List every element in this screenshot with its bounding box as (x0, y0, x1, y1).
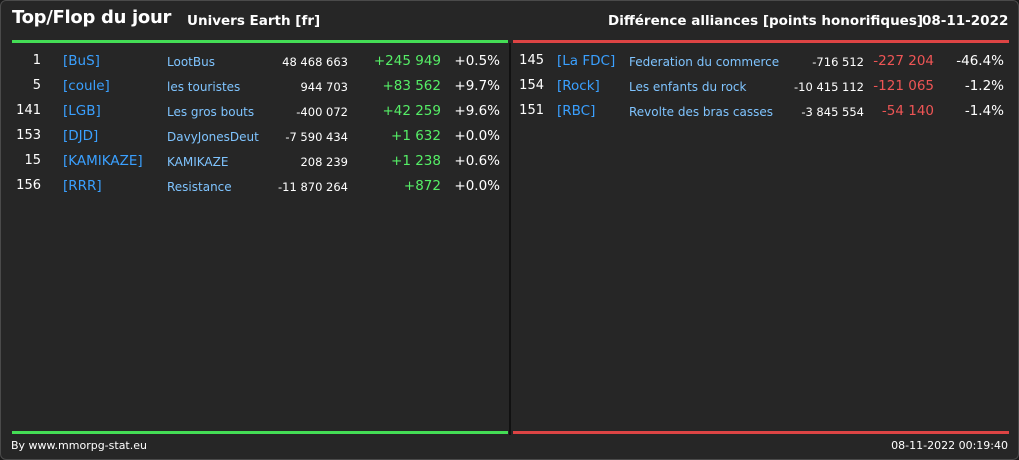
alliance-tag[interactable]: [RRR] (63, 178, 102, 194)
percent-change: -1.2% (964, 78, 1004, 94)
alliance-name[interactable]: LootBus (167, 55, 215, 69)
percent-change: +0.0% (454, 178, 500, 194)
rank: 5 (32, 78, 41, 93)
universe-label: Univers Earth [fr] (187, 13, 321, 29)
alliance-name[interactable]: Resistance (167, 180, 232, 194)
list-item: 141 [LGB] Les gros bouts -400 072 +42 25… (1, 103, 509, 123)
top-accent-line (12, 40, 508, 43)
rank: 145 (519, 53, 544, 68)
alliance-tag[interactable]: [coule] (63, 78, 110, 94)
alliance-name[interactable]: KAMIKAZE (167, 155, 229, 169)
alliance-name[interactable]: Revolte des bras casses (629, 105, 773, 119)
alliance-name[interactable]: DavyJonesDeut (167, 130, 259, 144)
percent-change: -46.4% (956, 53, 1004, 69)
points: -11 870 264 (278, 180, 348, 194)
rank: 1 (32, 53, 41, 68)
points: -3 845 554 (801, 105, 864, 119)
list-item: 153 [DJD] DavyJonesDeut -7 590 434 +1 63… (1, 128, 509, 148)
points-diff: +245 949 (373, 53, 441, 69)
alliance-name[interactable]: Les gros bouts (167, 105, 255, 119)
alliance-name[interactable]: Federation du commerce (629, 55, 780, 69)
generated-timestamp: 08-11-2022 00:19:40 (891, 439, 1008, 452)
flop-accent-line (513, 40, 1009, 43)
alliance-tag[interactable]: [Rock] (557, 78, 600, 94)
list-item: 154 [Rock] Les enfants du rock -10 415 1… (504, 78, 1010, 98)
points: -7 590 434 (285, 130, 348, 144)
points-diff: +42 259 (382, 103, 441, 119)
alliance-tag[interactable]: [KAMIKAZE] (63, 153, 143, 169)
points-diff: +872 (403, 178, 441, 194)
rank: 141 (16, 103, 41, 118)
rank: 15 (24, 153, 41, 168)
page-title: Top/Flop du jour (12, 7, 172, 28)
list-item: 156 [RRR] Resistance -11 870 264 +872 +0… (1, 178, 509, 198)
points: -10 415 112 (794, 80, 864, 94)
list-item: 15 [KAMIKAZE] KAMIKAZE 208 239 +1 238 +0… (1, 153, 509, 173)
percent-change: +0.0% (454, 128, 500, 144)
percent-change: +9.6% (454, 103, 500, 119)
alliance-tag[interactable]: [La FDC] (557, 53, 616, 69)
list-item: 145 [La FDC] Federation du commerce -716… (504, 53, 1010, 73)
alliance-name[interactable]: Les enfants du rock (629, 80, 747, 94)
alliance-tag[interactable]: [RBC] (557, 103, 596, 119)
points: 944 703 (300, 80, 348, 94)
points-diff: -227 204 (873, 53, 934, 69)
alliance-name[interactable]: les touristes (167, 80, 241, 94)
alliance-tag[interactable]: [DJD] (63, 128, 99, 144)
percent-change: -1.4% (964, 103, 1004, 119)
alliance-tag[interactable]: [LGB] (63, 103, 101, 119)
percent-change: +0.5% (454, 53, 500, 69)
points: 48 468 663 (282, 55, 348, 69)
points: -400 072 (296, 105, 348, 119)
list-item: 5 [coule] les touristes 944 703 +83 562 … (1, 78, 509, 98)
top-bottom-line (12, 431, 508, 434)
list-item: 151 [RBC] Revolte des bras casses -3 845… (504, 103, 1010, 123)
alliance-tag[interactable]: [BuS] (63, 53, 100, 69)
points-diff: +1 238 (391, 153, 441, 169)
flop-bottom-line (513, 431, 1009, 434)
column-divider (509, 43, 511, 435)
source-link[interactable]: By www.mmorpg-stat.eu (11, 439, 147, 452)
stat-type-label: Différence alliances [points honorifique… (608, 13, 924, 29)
rank: 153 (16, 128, 41, 143)
points: -716 512 (812, 55, 864, 69)
points-diff: +1 632 (391, 128, 441, 144)
percent-change: +9.7% (454, 78, 500, 94)
list-item: 1 [BuS] LootBus 48 468 663 +245 949 +0.5… (1, 53, 509, 73)
percent-change: +0.6% (454, 153, 500, 169)
report-date: 08-11-2022 (922, 13, 1009, 29)
points-diff: -121 065 (873, 78, 934, 94)
rank: 154 (519, 78, 544, 93)
points: 208 239 (300, 155, 348, 169)
rank: 156 (16, 178, 41, 193)
rank: 151 (519, 103, 544, 118)
points-diff: +83 562 (382, 78, 441, 94)
points-diff: -54 140 (881, 103, 934, 119)
